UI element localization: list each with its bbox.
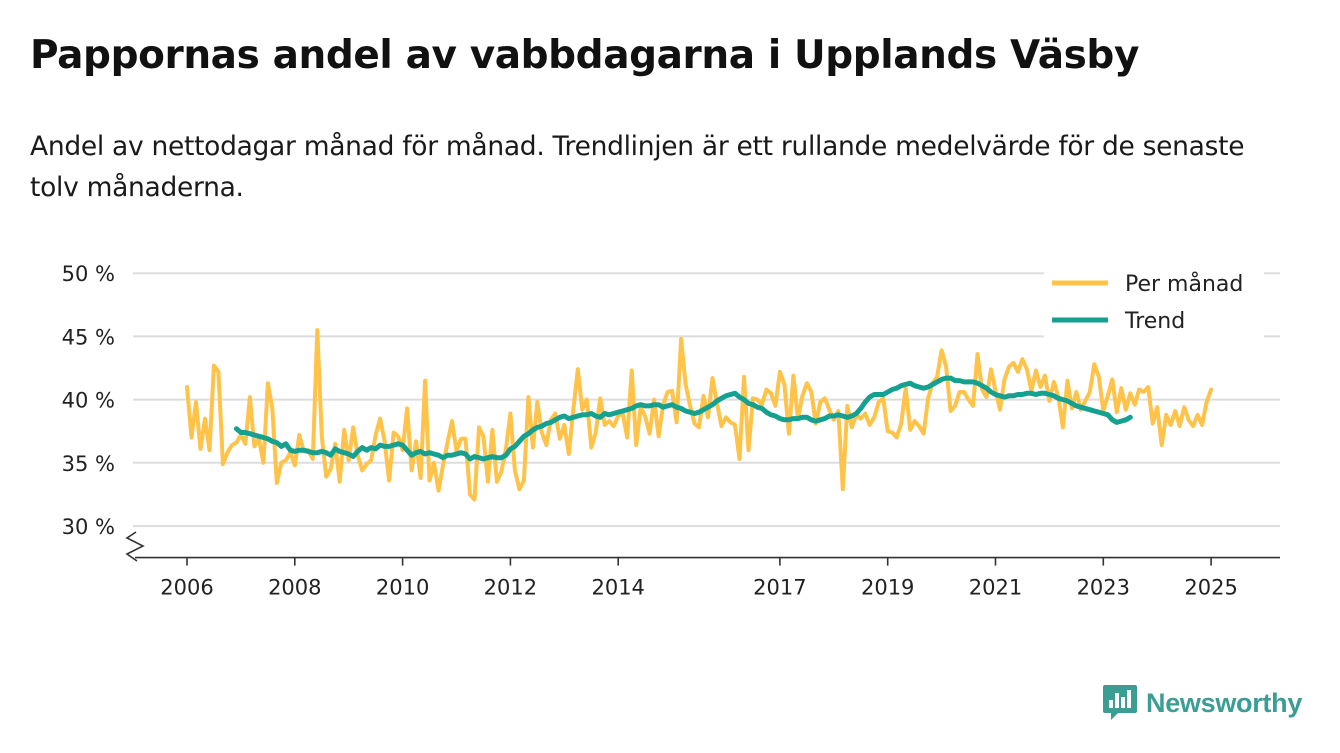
x-tick-label: 2014 [591, 576, 644, 600]
brand-name: Newsworthy [1146, 687, 1303, 718]
axis-break-mark [125, 531, 145, 562]
x-tick-label: 2012 [484, 576, 537, 600]
series-line-trend [233, 375, 1133, 462]
x-tick-label: 2017 [753, 576, 806, 600]
y-tick-label: 50 % [62, 262, 115, 286]
page-title: Pappornas andel av vabbdagarna i Uppland… [30, 33, 1139, 78]
legend: Per månad Trend [1044, 262, 1264, 338]
x-axis-ticks: 2006 2008 2010 2012 2014 2017 2019 2021 2023 2025 [160, 557, 1238, 600]
x-tick-label: 2023 [1077, 576, 1130, 600]
x-tick-label: 2006 [160, 576, 213, 600]
data-series [185, 328, 1214, 502]
series-line-monthly [185, 328, 1214, 502]
y-tick-label: 35 % [62, 452, 115, 476]
bar-chart-speech-bubble-icon [1103, 685, 1137, 720]
x-tick-label: 2008 [268, 576, 321, 600]
x-tick-label: 2019 [861, 576, 914, 600]
legend-background [1044, 262, 1264, 338]
legend-label-monthly: Per månad [1125, 271, 1243, 297]
page-subtitle: Andel av nettodagar månad för månad. Tre… [30, 131, 1245, 203]
y-tick-label: 30 % [62, 515, 115, 539]
y-tick-label: 40 % [62, 389, 115, 413]
x-tick-label: 2010 [376, 576, 429, 600]
x-tick-label: 2025 [1184, 576, 1237, 600]
brand-logo: Newsworthy [1102, 683, 1302, 723]
legend-label-trend: Trend [1124, 309, 1185, 334]
y-axis-ticks: 30 % 35 % 40 % 45 % 50 % [62, 262, 115, 539]
x-axis [125, 531, 1280, 562]
y-tick-label: 45 % [62, 325, 115, 349]
x-tick-label: 2021 [969, 576, 1022, 600]
